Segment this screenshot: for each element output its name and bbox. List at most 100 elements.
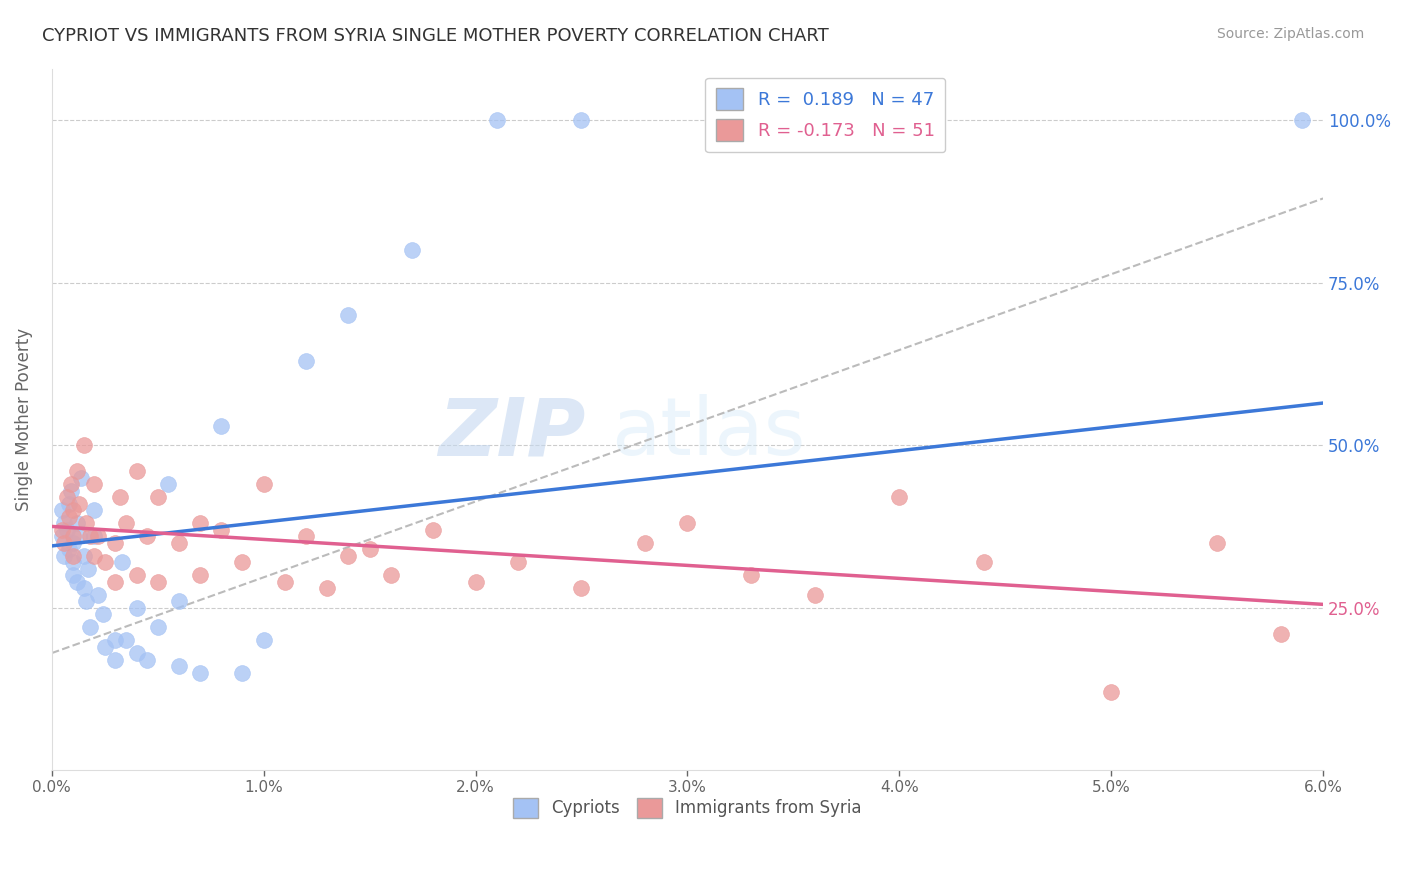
Legend: Cypriots, Immigrants from Syria: Cypriots, Immigrants from Syria [506, 791, 869, 825]
Point [93, 640, 115, 654]
Point [72, 549, 94, 563]
Point [231, 665, 253, 680]
Point [167, 594, 190, 608]
Point [75, 594, 97, 608]
Point [125, 568, 148, 582]
Point [104, 652, 127, 666]
Point [274, 574, 297, 589]
Point [111, 555, 134, 569]
Point [53, 535, 76, 549]
Point [72, 581, 94, 595]
Point [53, 516, 76, 531]
Point [337, 549, 360, 563]
Point [167, 659, 190, 673]
Point [83, 503, 105, 517]
Text: Source: ZipAtlas.com: Source: ZipAtlas.com [1216, 27, 1364, 41]
Point [58, 542, 80, 557]
Point [91, 607, 114, 621]
Point [803, 588, 825, 602]
Point [253, 633, 276, 648]
Point [485, 113, 508, 128]
Point [79, 529, 101, 543]
Point [188, 665, 211, 680]
Point [380, 568, 402, 582]
Point [104, 535, 127, 549]
Point [83, 529, 105, 543]
Point [62, 503, 84, 517]
Point [209, 418, 232, 433]
Point [104, 633, 127, 648]
Point [62, 568, 84, 582]
Point [676, 516, 699, 531]
Point [337, 309, 360, 323]
Point [72, 438, 94, 452]
Point [316, 581, 339, 595]
Point [1206, 535, 1229, 549]
Point [157, 477, 180, 491]
Point [125, 600, 148, 615]
Point [253, 477, 276, 491]
Point [146, 490, 169, 504]
Text: CYPRIOT VS IMMIGRANTS FROM SYRIA SINGLE MOTHER POVERTY CORRELATION CHART: CYPRIOT VS IMMIGRANTS FROM SYRIA SINGLE … [42, 27, 830, 45]
Point [62, 535, 84, 549]
Point [66, 516, 89, 531]
Point [62, 529, 84, 543]
Point [634, 535, 657, 549]
Point [76, 561, 98, 575]
Point [136, 652, 159, 666]
Point [79, 620, 101, 634]
Point [718, 113, 741, 128]
Text: atlas: atlas [612, 394, 806, 472]
Point [571, 113, 593, 128]
Point [359, 542, 381, 557]
Point [740, 568, 762, 582]
Point [87, 529, 110, 543]
Point [188, 568, 211, 582]
Point [136, 529, 159, 543]
Point [1099, 685, 1122, 699]
Point [295, 353, 318, 368]
Point [188, 516, 211, 531]
Point [87, 588, 110, 602]
Point [1270, 626, 1292, 640]
Point [115, 633, 138, 648]
Point [889, 490, 911, 504]
Point [146, 574, 169, 589]
Point [59, 477, 82, 491]
Point [53, 549, 76, 563]
Point [231, 555, 253, 569]
Point [51, 523, 73, 537]
Point [571, 581, 593, 595]
Point [55, 490, 77, 504]
Point [115, 516, 138, 531]
Point [62, 555, 84, 569]
Point [422, 523, 444, 537]
Point [67, 529, 90, 543]
Point [973, 555, 995, 569]
Point [51, 503, 73, 517]
Y-axis label: Single Mother Poverty: Single Mother Poverty [15, 327, 32, 511]
Point [51, 529, 73, 543]
Point [58, 509, 80, 524]
Point [506, 555, 529, 569]
Point [59, 483, 82, 498]
Point [58, 497, 80, 511]
Point [83, 549, 105, 563]
Point [66, 574, 89, 589]
Point [295, 529, 318, 543]
Point [464, 574, 486, 589]
Point [75, 516, 97, 531]
Point [1291, 113, 1313, 128]
Point [66, 464, 89, 478]
Point [55, 523, 77, 537]
Point [83, 477, 105, 491]
Point [70, 471, 93, 485]
Point [125, 464, 148, 478]
Point [401, 244, 423, 258]
Point [209, 523, 232, 537]
Point [62, 549, 84, 563]
Point [108, 490, 131, 504]
Point [67, 497, 90, 511]
Point [167, 535, 190, 549]
Point [125, 646, 148, 660]
